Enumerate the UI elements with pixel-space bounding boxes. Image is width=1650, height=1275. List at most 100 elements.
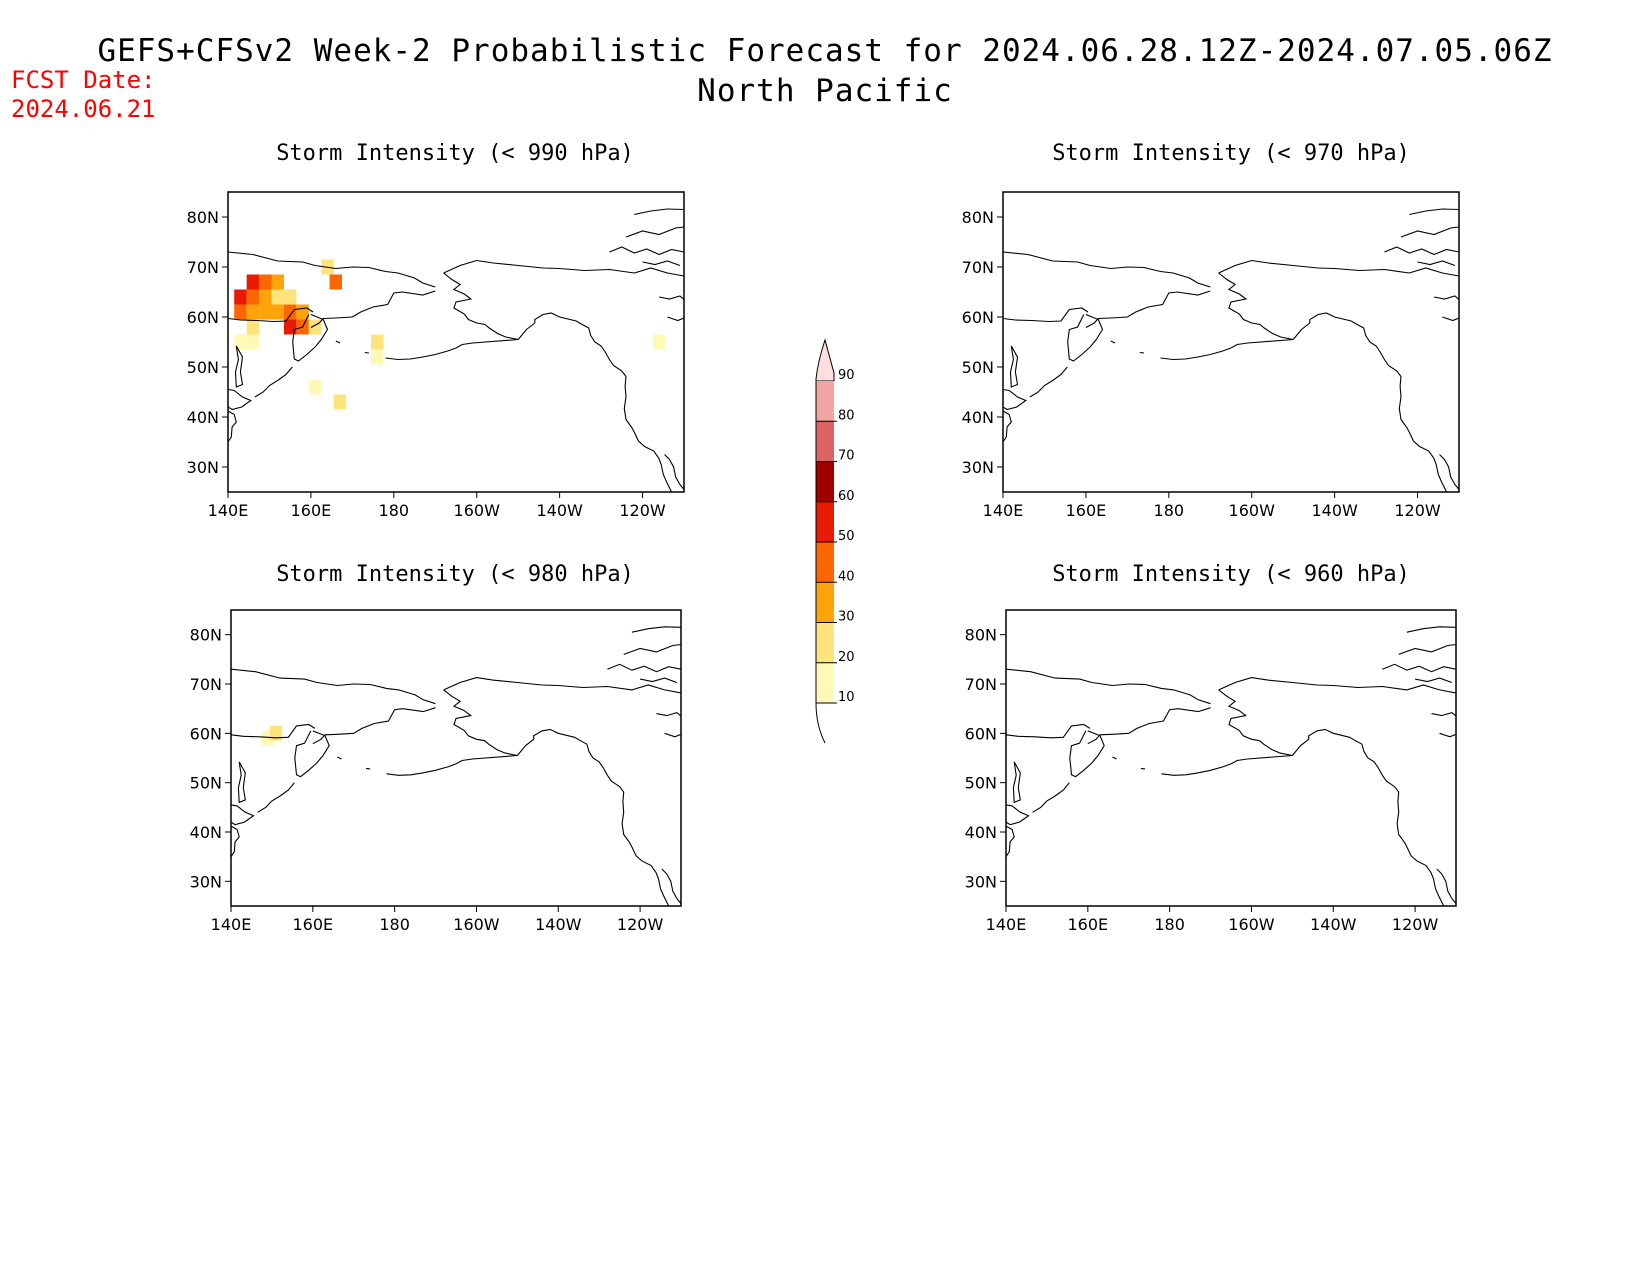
coastline: [1087, 707, 1211, 745]
lon-tick-label: 140W: [1311, 501, 1358, 520]
colorbar-swatch: [816, 662, 834, 703]
lat-tick-label: 80N: [962, 208, 994, 227]
coastline: [1003, 251, 1211, 288]
lat-tick-label: 80N: [190, 626, 222, 645]
coastline: [1400, 226, 1459, 238]
lon-tick-label: 160E: [1066, 501, 1107, 520]
coastline: [337, 756, 342, 760]
coastline: [661, 868, 681, 904]
map-panel-p970: 80N 70N 60N 50N 40N 30N 140E 160E 180 160W 140W 120…: [962, 191, 1460, 520]
coastline: [1003, 388, 1027, 411]
probability-cell: [259, 289, 272, 305]
colorbar-tick-label: 60: [838, 489, 855, 504]
coastline: [1417, 260, 1456, 267]
coastline: [1442, 316, 1459, 322]
probability-cell: [246, 274, 260, 290]
coastline: [228, 410, 237, 443]
lon-tick-label: 120W: [619, 501, 666, 520]
colorbar-tick-label: 50: [838, 529, 855, 544]
coastline: [1160, 347, 1232, 361]
panel-title-960: Storm Intensity (< 960 hPa): [1052, 562, 1410, 587]
probability-cell: [271, 274, 284, 290]
lat-tick-label: 80N: [187, 208, 219, 227]
lon-tick-label: 160E: [292, 915, 333, 934]
coastline: [516, 728, 670, 906]
coastline: [364, 351, 369, 354]
probability-cell: [246, 334, 260, 350]
coastline: [312, 707, 436, 745]
probability-cell: [308, 379, 322, 395]
colorbar-tick-label: 90: [838, 368, 855, 383]
coastline: [1032, 782, 1070, 813]
lat-tick-label: 40N: [962, 408, 994, 427]
probability-cell: [329, 274, 342, 290]
colorbar-swatch: [816, 461, 834, 502]
panel-title-970: Storm Intensity (< 970 hPa): [1052, 141, 1410, 166]
lon-tick-label: 160E: [291, 501, 332, 520]
lat-tick-label: 60N: [962, 308, 994, 327]
lon-tick-label: 140E: [208, 501, 249, 520]
coastline: [1439, 732, 1456, 738]
figure-subtitle: North Pacific: [697, 73, 953, 109]
coastline: [639, 677, 678, 684]
lon-tick-label: 160W: [454, 501, 501, 520]
colorbar-swatch: [816, 542, 834, 583]
coastline: [664, 454, 684, 490]
probability-cell: [246, 319, 260, 335]
lon-tick-label: 160W: [1228, 915, 1275, 934]
lat-tick-label: 30N: [190, 872, 222, 891]
lon-tick-label: 160W: [453, 915, 500, 934]
lat-tick-label: 60N: [965, 724, 997, 743]
coastline: [443, 272, 519, 349]
figure-title-block: GEFS+CFSv2 Week-2 Probabilistic Forecast…: [0, 31, 1650, 111]
colorbar-tick-label: 30: [838, 610, 855, 625]
lon-tick-label: 140E: [211, 915, 252, 934]
coastline: [443, 689, 518, 765]
lon-tick-label: 180: [379, 915, 410, 934]
coastlines: [228, 208, 684, 492]
colorbar-lower-tail: [815, 702, 826, 744]
colorbar-tick-label: 80: [838, 408, 855, 423]
coastline: [623, 643, 681, 655]
lat-tick-label: 50N: [965, 774, 997, 793]
fcst-date-label: FCST Date:: [11, 66, 156, 94]
coastline: [1009, 345, 1019, 388]
map-frame: [1005, 609, 1457, 907]
coastline: [310, 290, 436, 328]
colorbar-swatch: [816, 501, 834, 542]
coastline: [667, 316, 684, 322]
coastline: [1218, 689, 1293, 765]
figure-title: GEFS+CFSv2 Week-2 Probabilistic Forecast…: [97, 33, 1553, 69]
coastline: [294, 730, 330, 778]
lat-tick-label: 50N: [962, 358, 994, 377]
probability-cell: [371, 349, 384, 365]
colorbar-swatch: [816, 622, 834, 663]
colorbar-swatch: [816, 381, 834, 422]
coastline: [1292, 312, 1448, 492]
coastline: [634, 208, 684, 216]
probability-cell: [283, 319, 297, 335]
coastline: [237, 761, 246, 804]
coastline: [609, 246, 684, 256]
map-frame: [227, 191, 685, 493]
lat-tick-label: 30N: [962, 458, 994, 477]
probability-cell: [234, 289, 247, 305]
coastline: [1436, 868, 1456, 904]
coastline: [254, 366, 293, 398]
probability-cell: [652, 334, 666, 350]
coastline: [1384, 246, 1459, 256]
coastlines: [1003, 208, 1459, 492]
lon-tick-label: 140W: [535, 915, 582, 934]
probability-cell: [371, 334, 384, 350]
lat-tick-label: 40N: [965, 823, 997, 842]
probability-cell: [269, 725, 283, 741]
coastline: [656, 711, 681, 717]
coastline: [625, 226, 684, 238]
probability-cell: [234, 334, 247, 350]
lat-tick-label: 50N: [190, 774, 222, 793]
lat-tick-label: 70N: [190, 675, 222, 694]
lat-tick-label: 60N: [190, 724, 222, 743]
coastline: [1409, 208, 1459, 216]
lon-tick-label: 140E: [986, 915, 1027, 934]
coastline: [517, 312, 673, 492]
